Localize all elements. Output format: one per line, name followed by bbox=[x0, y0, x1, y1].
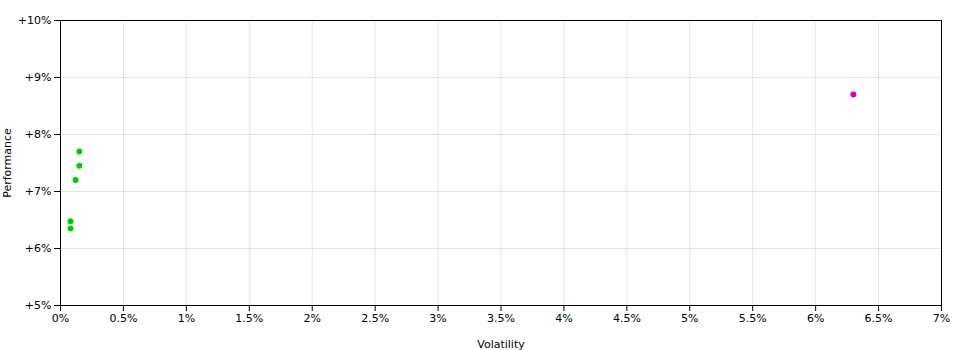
svg-text:Volatility: Volatility bbox=[477, 338, 525, 350]
svg-text:+6%: +6% bbox=[25, 242, 52, 255]
svg-text:3.5%: 3.5% bbox=[487, 312, 515, 325]
svg-text:2.5%: 2.5% bbox=[361, 312, 389, 325]
svg-text:4.5%: 4.5% bbox=[613, 312, 641, 325]
svg-text:+9%: +9% bbox=[25, 71, 52, 84]
svg-text:1%: 1% bbox=[178, 312, 195, 325]
svg-text:6.5%: 6.5% bbox=[865, 312, 893, 325]
svg-text:4%: 4% bbox=[555, 312, 572, 325]
svg-text:5%: 5% bbox=[681, 312, 698, 325]
svg-text:0.5%: 0.5% bbox=[109, 312, 137, 325]
svg-text:+7%: +7% bbox=[25, 185, 52, 198]
svg-text:Performance: Performance bbox=[1, 128, 14, 198]
svg-text:3%: 3% bbox=[429, 312, 446, 325]
svg-text:1.5%: 1.5% bbox=[235, 312, 263, 325]
svg-text:6%: 6% bbox=[807, 312, 824, 325]
svg-text:+10%: +10% bbox=[18, 14, 52, 27]
svg-text:+5%: +5% bbox=[25, 299, 52, 312]
svg-text:7%: 7% bbox=[933, 312, 950, 325]
svg-text:0%: 0% bbox=[52, 312, 69, 325]
svg-text:5.5%: 5.5% bbox=[739, 312, 767, 325]
svg-text:+8%: +8% bbox=[25, 128, 52, 141]
svg-text:2%: 2% bbox=[303, 312, 320, 325]
